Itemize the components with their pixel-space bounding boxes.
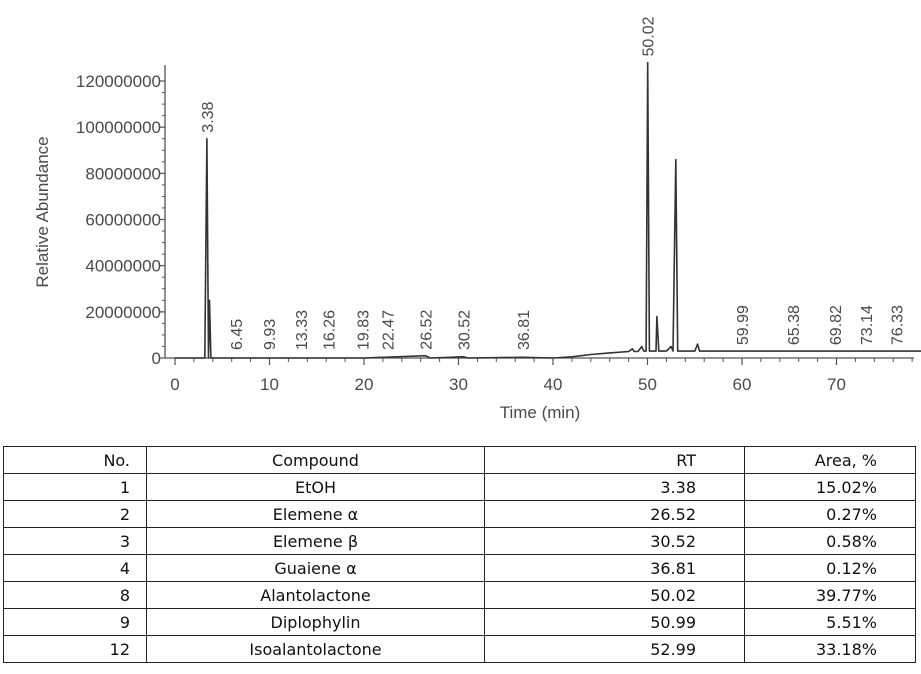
cell-no: 4 [3,554,147,582]
table-row: 8 Alantolactone 50.02 39.77% [3,581,916,609]
cell-compound: Alantolactone [146,581,485,609]
cell-no: 1 [3,473,147,501]
peak-label: 16.26 [322,310,339,350]
cell-no: 9 [3,608,147,636]
table-row: 12 Isoalantolactone 52.99 33.18% [3,635,916,663]
header-compound: Compound [146,446,485,474]
y-axis-title: Relative Abundance [33,136,52,287]
peak-label: 9.93 [262,319,279,350]
x-tick-label: 30 [449,375,468,394]
peak-label: 19.83 [355,310,372,350]
x-tick-label: 10 [260,375,279,394]
peak-label: 30.52 [456,310,473,350]
cell-compound: Guaiene α [146,554,485,582]
y-tick-label: 40000000 [85,257,161,276]
x-tick-label: 20 [355,375,374,394]
peak-label: 69.82 [828,305,845,345]
x-axis-title: Time (min) [500,403,581,422]
y-tick-label: 0 [152,349,161,368]
cell-area: 0.58% [744,527,916,555]
peak-label: 3.38 [200,101,217,132]
table-row: 4 Guaiene α 36.81 0.12% [3,554,916,582]
peak-label: 73.14 [859,305,876,345]
peak-label: 13.33 [294,310,311,350]
cell-rt: 30.52 [484,527,745,555]
cell-area: 39.77% [744,581,916,609]
compound-table: No. Compound RT Area, % 1 EtOH 3.38 15.02% 2… [3,446,916,663]
cell-compound: Isoalantolactone [146,635,485,663]
table-row: 2 Elemene α 26.52 0.27% [3,500,916,528]
cell-area: 0.27% [744,500,916,528]
cell-compound: Elemene α [146,500,485,528]
header-no: No. [3,446,147,474]
cell-rt: 36.81 [484,554,745,582]
cell-rt: 52.99 [484,635,745,663]
peak-label: 22.47 [380,310,397,350]
peak-label: 36.81 [516,310,533,350]
peak-label: 26.52 [419,310,436,350]
y-tick-label: 60000000 [85,211,161,230]
table-row: 9 Diplophylin 50.99 5.51% [3,608,916,636]
table-body: 1 EtOH 3.38 15.02% 2 Elemene α 26.52 0.27% 3 Elem… [3,473,916,663]
peak-label: 65.38 [786,305,803,345]
y-tick-label: 120000000 [76,72,161,91]
chromatogram-trace [175,61,921,359]
y-tick-label: 80000000 [85,164,161,183]
cell-compound: EtOH [146,473,485,501]
cell-no: 12 [3,635,147,663]
cell-no: 2 [3,500,147,528]
chromatogram-chart: 0 20000000 40000000 60000000 80000000 1000000… [33,16,921,422]
cell-area: 33.18% [744,635,916,663]
x-tick-label: 60 [733,375,752,394]
peak-label: 6.45 [229,319,246,350]
cell-rt: 3.38 [484,473,745,501]
cell-rt: 50.99 [484,608,745,636]
x-tick-label: 0 [170,375,179,394]
y-tick-label: 100000000 [76,118,161,137]
cell-no: 3 [3,527,147,555]
peak-label: 50.02 [641,16,658,56]
cell-compound: Elemene β [146,527,485,555]
peak-label: 59.99 [735,305,752,345]
x-tick-label: 40 [544,375,563,394]
table-row: 3 Elemene β 30.52 0.58% [3,527,916,555]
cell-compound: Diplophylin [146,608,485,636]
cell-area: 15.02% [744,473,916,501]
peak-label: 76.33 [889,305,906,345]
cell-rt: 26.52 [484,500,745,528]
x-tick-label: 70 [827,375,846,394]
table-row: 1 EtOH 3.38 15.02% [3,473,916,501]
cell-rt: 50.02 [484,581,745,609]
x-tick-label: 50 [638,375,657,394]
cell-area: 0.12% [744,554,916,582]
header-rt: RT [484,446,745,474]
header-area: Area, % [744,446,916,474]
y-tick-label: 20000000 [85,303,161,322]
cell-area: 5.51% [744,608,916,636]
table-header-row: No. Compound RT Area, % [3,446,916,474]
cell-no: 8 [3,581,147,609]
